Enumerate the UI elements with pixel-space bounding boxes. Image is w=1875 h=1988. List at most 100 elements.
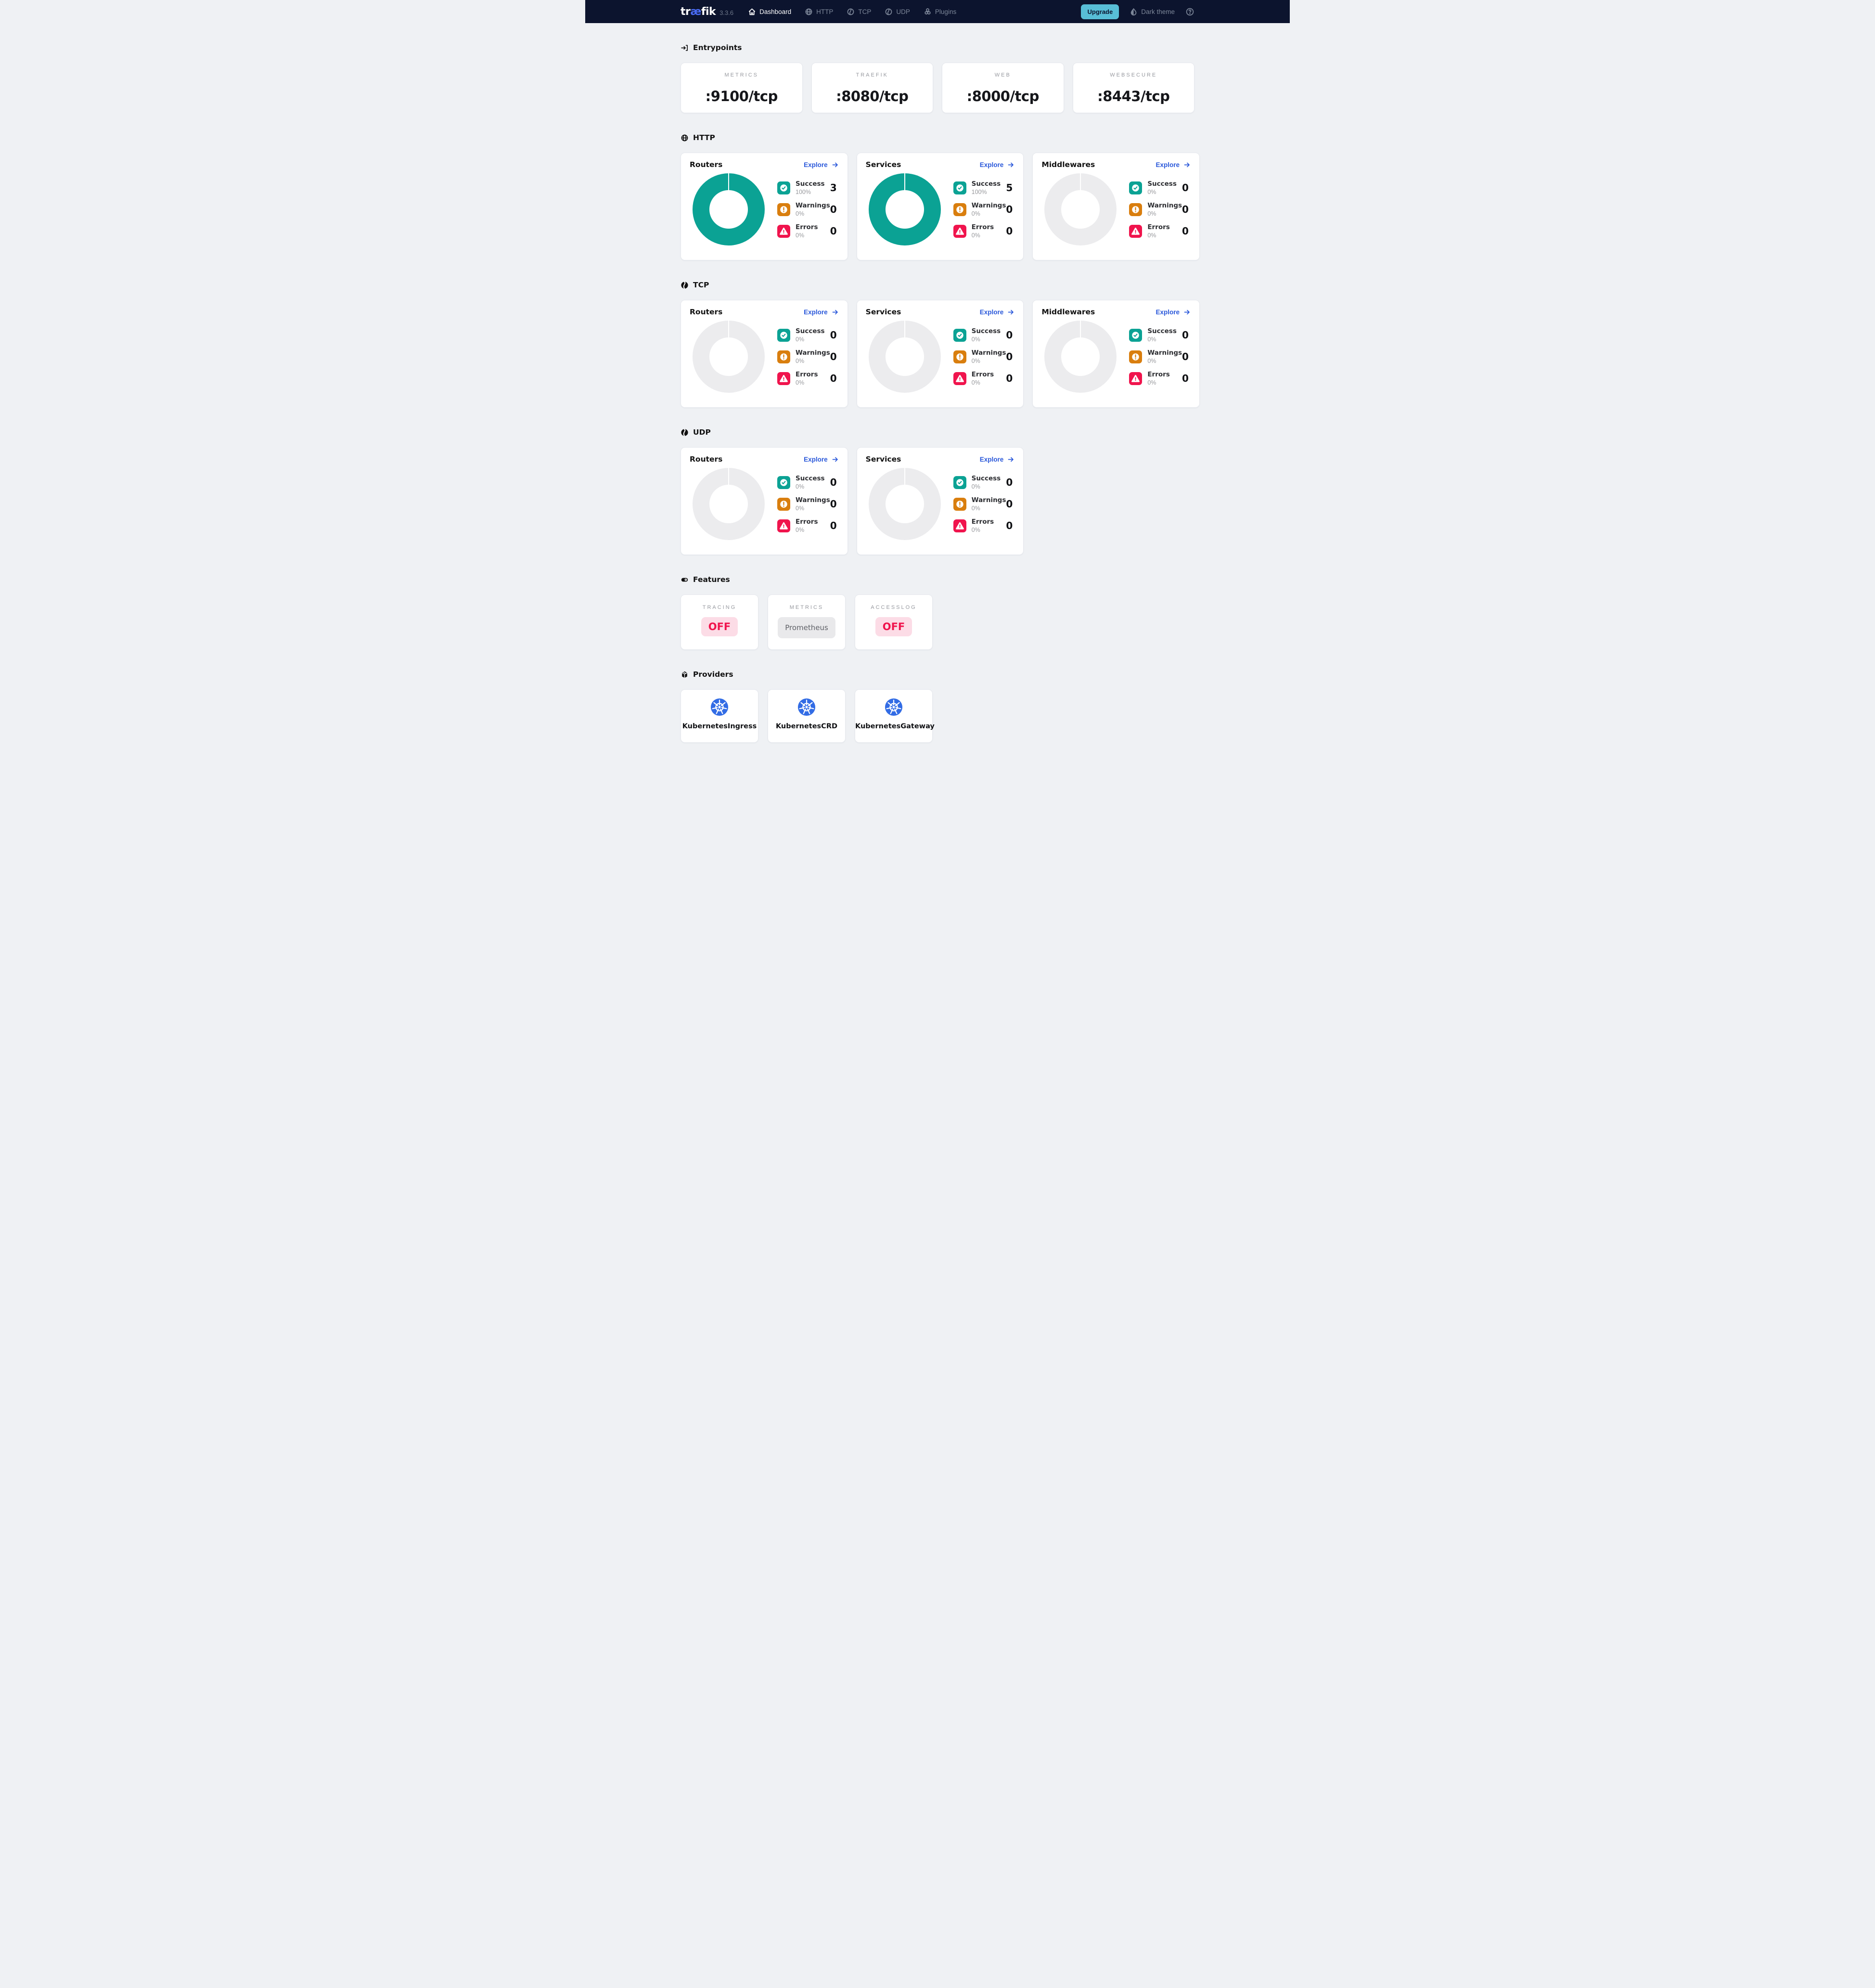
stat-value: 0 bbox=[830, 204, 837, 215]
explore-link[interactable]: Explore bbox=[1156, 309, 1191, 316]
stat-percent: 0% bbox=[1147, 189, 1156, 195]
stat-row-warning: Warnings 0% 0 bbox=[953, 202, 1013, 217]
tcp-section-icon bbox=[681, 281, 689, 289]
card-title: Services bbox=[865, 308, 901, 316]
stats-legend: Success 0% 0 Warnings 0% 0 Errors 0% 0 bbox=[1117, 180, 1191, 239]
explore-label: Explore bbox=[979, 455, 1004, 463]
stat-row-warning: Warnings 0% 0 bbox=[953, 496, 1013, 512]
error-icon bbox=[1129, 372, 1143, 385]
explore-label: Explore bbox=[1156, 308, 1180, 316]
stat-row-success: Success 0% 0 bbox=[1129, 180, 1189, 195]
navbar: træfik 3.3.6 Dashboard HTTP TCP UDP Plugins … bbox=[585, 0, 1290, 23]
error-icon bbox=[777, 372, 790, 385]
entrypoint-card-traefik: TRAEFIK:8080/tcp bbox=[811, 63, 933, 113]
stat-value: 0 bbox=[1006, 520, 1013, 531]
stat-percent: 100% bbox=[796, 189, 811, 195]
stat-percent: 0% bbox=[796, 505, 805, 512]
version-label: 3.3.6 bbox=[719, 9, 734, 16]
stat-row-warning: Warnings 0% 0 bbox=[777, 202, 837, 217]
entrypoint-port: :8080/tcp bbox=[836, 88, 909, 104]
nav-item-plugins[interactable]: Plugins bbox=[924, 8, 956, 16]
section-heading-http: HTTP bbox=[681, 133, 1194, 142]
traefik-logo[interactable]: træfik 3.3.6 bbox=[681, 6, 733, 18]
stat-row-error: Errors 0% 0 bbox=[1129, 371, 1189, 386]
stat-value: 0 bbox=[830, 477, 837, 488]
protocol-icon bbox=[847, 8, 855, 16]
donut-chart bbox=[1044, 173, 1117, 245]
success-icon bbox=[1129, 328, 1143, 342]
explore-link[interactable]: Explore bbox=[980, 456, 1015, 463]
stat-row-warning: Warnings 0% 0 bbox=[1129, 349, 1189, 364]
success-icon bbox=[777, 328, 790, 342]
help-button[interactable] bbox=[1185, 7, 1194, 16]
kubernetes-icon bbox=[768, 698, 845, 716]
stat-row-error: Errors 0% 0 bbox=[1129, 223, 1189, 239]
section-heading-tcp: TCP bbox=[681, 281, 1194, 289]
stat-label: Errors bbox=[796, 518, 818, 526]
stat-percent: 0% bbox=[1147, 210, 1156, 217]
explore-link[interactable]: Explore bbox=[804, 456, 839, 463]
stat-label: Errors bbox=[971, 371, 994, 378]
explore-link[interactable]: Explore bbox=[980, 309, 1015, 316]
nav-item-label: Dashboard bbox=[759, 8, 792, 15]
stat-percent: 0% bbox=[1147, 379, 1156, 386]
upgrade-button[interactable]: Upgrade bbox=[1081, 4, 1119, 19]
success-icon bbox=[953, 181, 966, 194]
stat-row-success: Success 0% 0 bbox=[1129, 327, 1189, 343]
nav-item-http[interactable]: HTTP bbox=[805, 8, 833, 16]
tcp-cards-grid: Routers Explore Success 0% 0 Warnings 0% 0 Error… bbox=[681, 300, 1200, 408]
stat-percent: 0% bbox=[971, 336, 980, 343]
success-icon bbox=[953, 476, 966, 489]
warning-icon bbox=[777, 203, 790, 216]
card-title: Middlewares bbox=[1041, 160, 1095, 169]
feature-name: METRICS bbox=[789, 605, 824, 610]
plugins-icon bbox=[924, 8, 932, 16]
stat-value: 0 bbox=[1006, 329, 1013, 341]
stats-legend: Success 0% 0 Warnings 0% 0 Errors 0% 0 bbox=[765, 327, 839, 386]
entrypoint-port: :9100/tcp bbox=[705, 88, 778, 104]
explore-link[interactable]: Explore bbox=[804, 161, 839, 168]
provider-name: KubernetesCRD bbox=[775, 723, 838, 730]
stat-value: 5 bbox=[1006, 182, 1013, 194]
stat-row-error: Errors 0% 0 bbox=[777, 518, 837, 533]
dark-theme-toggle[interactable]: Dark theme bbox=[1130, 8, 1175, 16]
nav-item-tcp[interactable]: TCP bbox=[847, 8, 871, 16]
stat-value: 0 bbox=[1182, 182, 1189, 194]
stats-legend: Success 0% 0 Warnings 0% 0 Errors 0% 0 bbox=[1117, 327, 1191, 386]
stat-value: 0 bbox=[1182, 373, 1189, 384]
stat-row-success: Success 0% 0 bbox=[777, 475, 837, 490]
arrow-right-icon bbox=[832, 309, 839, 316]
arrow-right-icon bbox=[832, 456, 839, 463]
provider-card-kubernetesingress: KubernetesIngress bbox=[681, 689, 758, 743]
success-icon bbox=[953, 328, 966, 342]
stat-row-warning: Warnings 0% 0 bbox=[777, 496, 837, 512]
section-title-label: TCP bbox=[693, 281, 709, 289]
arrow-right-icon bbox=[1007, 309, 1015, 316]
entrypoint-name: METRICS bbox=[724, 72, 758, 78]
stat-row-success: Success 0% 0 bbox=[953, 327, 1013, 343]
error-icon bbox=[953, 224, 966, 238]
stat-value: 0 bbox=[1006, 373, 1013, 384]
feature-status-badge: OFF bbox=[875, 617, 912, 636]
stat-label: Success bbox=[1147, 327, 1177, 335]
nav-item-dashboard[interactable]: Dashboard bbox=[748, 8, 791, 16]
explore-link[interactable]: Explore bbox=[980, 161, 1015, 168]
stat-label: Errors bbox=[1147, 223, 1170, 231]
card-title: Middlewares bbox=[1041, 308, 1095, 316]
section-title-label: UDP bbox=[693, 428, 711, 437]
explore-link[interactable]: Explore bbox=[1156, 161, 1191, 168]
nav-menu: Dashboard HTTP TCP UDP Plugins bbox=[748, 8, 956, 16]
stat-label: Warnings bbox=[1147, 349, 1182, 357]
stat-label: Warnings bbox=[796, 496, 830, 504]
stat-percent: 0% bbox=[1147, 358, 1156, 364]
protocol-icon bbox=[885, 8, 893, 16]
donut-chart bbox=[693, 173, 765, 245]
stat-label: Warnings bbox=[971, 202, 1006, 209]
nav-item-udp[interactable]: UDP bbox=[885, 8, 910, 16]
home-icon bbox=[748, 8, 756, 16]
donut-chart bbox=[868, 173, 941, 245]
explore-link[interactable]: Explore bbox=[804, 309, 839, 316]
tcp-middlewares-card: Middlewares Explore Success 0% 0 Warnings 0% 0 E… bbox=[1032, 300, 1200, 408]
explore-label: Explore bbox=[804, 161, 828, 168]
entrypoints-section-icon bbox=[681, 44, 689, 52]
